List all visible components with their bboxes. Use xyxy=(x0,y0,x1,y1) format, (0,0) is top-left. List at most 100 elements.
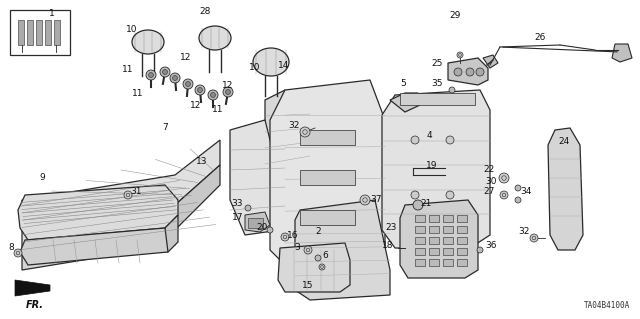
Circle shape xyxy=(160,67,170,77)
Text: 10: 10 xyxy=(125,26,137,34)
Text: 5: 5 xyxy=(400,78,406,87)
Text: 12: 12 xyxy=(180,54,191,63)
Text: 1: 1 xyxy=(49,10,55,19)
Text: 4: 4 xyxy=(426,131,432,140)
Text: 14: 14 xyxy=(278,62,289,70)
Bar xyxy=(415,259,425,266)
Bar xyxy=(443,215,453,222)
Circle shape xyxy=(173,76,177,80)
Text: 18: 18 xyxy=(381,241,393,249)
Circle shape xyxy=(304,246,312,254)
Text: 21: 21 xyxy=(420,198,431,207)
Circle shape xyxy=(267,227,273,233)
Circle shape xyxy=(413,200,423,210)
Circle shape xyxy=(281,233,289,241)
Text: 27: 27 xyxy=(484,188,495,197)
Text: 30: 30 xyxy=(486,176,497,186)
Bar xyxy=(429,215,439,222)
Text: 28: 28 xyxy=(199,8,211,17)
Text: 37: 37 xyxy=(370,196,381,204)
Text: 6: 6 xyxy=(322,250,328,259)
Circle shape xyxy=(211,93,216,98)
Bar xyxy=(443,248,453,255)
Circle shape xyxy=(198,87,202,93)
Circle shape xyxy=(411,136,419,144)
Circle shape xyxy=(300,127,310,137)
Polygon shape xyxy=(278,243,350,292)
Text: 3: 3 xyxy=(294,243,300,253)
Text: 24: 24 xyxy=(558,137,569,145)
Circle shape xyxy=(360,195,370,205)
Circle shape xyxy=(163,70,168,75)
Bar xyxy=(54,20,60,45)
Text: 9: 9 xyxy=(39,174,45,182)
Circle shape xyxy=(515,185,521,191)
Bar xyxy=(400,93,475,105)
Text: 32: 32 xyxy=(289,122,300,130)
Text: 11: 11 xyxy=(122,65,133,75)
Polygon shape xyxy=(382,90,490,248)
Polygon shape xyxy=(483,55,498,68)
Circle shape xyxy=(457,52,463,58)
Circle shape xyxy=(499,173,509,183)
Circle shape xyxy=(319,264,325,270)
Bar xyxy=(457,237,467,244)
Circle shape xyxy=(530,234,538,242)
Polygon shape xyxy=(270,80,385,265)
Circle shape xyxy=(446,191,454,199)
Polygon shape xyxy=(548,128,583,250)
Circle shape xyxy=(208,90,218,100)
Bar xyxy=(457,226,467,233)
Bar xyxy=(300,170,355,185)
Bar xyxy=(415,215,425,222)
Bar xyxy=(248,218,263,228)
Circle shape xyxy=(477,247,483,253)
Text: 7: 7 xyxy=(162,123,168,132)
Text: 13: 13 xyxy=(195,158,207,167)
Text: 34: 34 xyxy=(520,187,531,196)
Circle shape xyxy=(146,70,156,80)
Bar xyxy=(457,248,467,255)
Text: 17: 17 xyxy=(232,213,243,222)
Text: 11: 11 xyxy=(131,88,143,98)
Text: 15: 15 xyxy=(302,280,314,290)
Bar xyxy=(18,20,24,45)
Polygon shape xyxy=(175,165,220,230)
Circle shape xyxy=(500,191,508,199)
Text: 31: 31 xyxy=(130,187,141,196)
Circle shape xyxy=(186,81,191,86)
Bar xyxy=(457,215,467,222)
Circle shape xyxy=(449,87,455,93)
Ellipse shape xyxy=(199,26,231,50)
Polygon shape xyxy=(160,215,178,252)
Text: 10: 10 xyxy=(248,63,260,72)
Polygon shape xyxy=(295,200,390,300)
Circle shape xyxy=(170,73,180,83)
Polygon shape xyxy=(22,230,175,270)
Text: TA04B4100A: TA04B4100A xyxy=(584,301,630,310)
Bar xyxy=(457,259,467,266)
Bar xyxy=(415,248,425,255)
Circle shape xyxy=(411,191,419,199)
Circle shape xyxy=(148,72,154,78)
Bar xyxy=(429,237,439,244)
Text: 19: 19 xyxy=(426,161,438,170)
Polygon shape xyxy=(265,90,310,180)
Polygon shape xyxy=(15,280,50,296)
Circle shape xyxy=(183,79,193,89)
Bar xyxy=(300,210,355,225)
Bar xyxy=(36,20,42,45)
Text: 33: 33 xyxy=(232,198,243,207)
Text: 12: 12 xyxy=(190,100,202,109)
Bar xyxy=(27,20,33,45)
Polygon shape xyxy=(230,120,285,235)
Polygon shape xyxy=(18,185,178,240)
Polygon shape xyxy=(612,44,632,62)
Polygon shape xyxy=(22,140,220,255)
Circle shape xyxy=(225,90,230,94)
Text: 8: 8 xyxy=(8,243,14,253)
Bar xyxy=(443,237,453,244)
Bar xyxy=(415,226,425,233)
Text: 32: 32 xyxy=(518,227,530,236)
Circle shape xyxy=(515,197,521,203)
